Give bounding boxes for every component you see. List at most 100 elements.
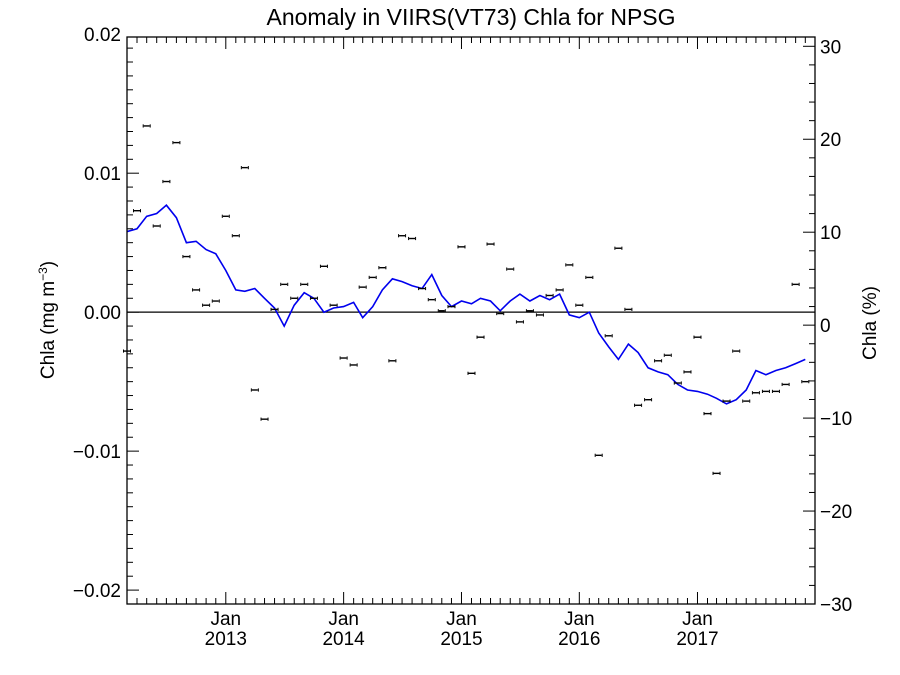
y-axis-label-left-tail: )	[38, 261, 59, 267]
data-point	[133, 209, 142, 213]
x-tick-label-year: 2017	[676, 629, 718, 650]
y-axis-label-left-superscript: −3	[36, 267, 50, 281]
plot-frame	[126, 36, 816, 605]
data-point	[742, 399, 751, 403]
data-point	[319, 264, 328, 268]
data-point	[575, 303, 584, 307]
data-point	[182, 254, 191, 259]
data-point	[162, 179, 171, 184]
data-point	[300, 282, 309, 286]
x-tick-label-month: Jan	[210, 609, 241, 630]
y-left-tick-label: 0.00	[84, 303, 121, 324]
data-point	[585, 275, 594, 280]
data-point	[604, 334, 613, 338]
data-point	[280, 282, 289, 286]
x-tick-label-year: 2016	[558, 629, 600, 650]
plot-area: 0.02 0.01 0.00 −0.01 −0.02 30 20 10 0 −10 −20 −30 Ja…	[73, 25, 852, 650]
data-point	[172, 141, 181, 145]
data-point	[388, 359, 397, 363]
data-point	[329, 303, 338, 307]
data-point	[476, 335, 485, 339]
data-point	[398, 234, 407, 238]
data-point	[437, 309, 446, 313]
data-point	[447, 305, 456, 309]
data-point	[801, 380, 810, 384]
data-point	[260, 417, 269, 421]
data-point	[624, 307, 633, 311]
data-point	[634, 403, 643, 407]
data-point	[192, 288, 201, 292]
x-tick-label-year: 2015	[440, 629, 482, 650]
y-left-tick-label: 0.02	[84, 25, 121, 46]
data-point	[457, 245, 466, 249]
y-right-tick-label: −20	[820, 502, 852, 523]
data-point	[418, 286, 427, 291]
data-point	[732, 349, 741, 353]
y-left-tick-label: −0.01	[73, 442, 121, 463]
x-tick-label-year: 2014	[322, 629, 365, 650]
data-point	[515, 320, 524, 324]
data-point	[751, 391, 760, 395]
data-point	[781, 382, 790, 387]
data-point	[565, 263, 574, 267]
data-point	[555, 288, 564, 292]
data-point	[408, 236, 417, 241]
data-point	[378, 266, 387, 270]
data-point	[525, 309, 534, 313]
data-point	[712, 471, 721, 475]
data-point	[358, 285, 367, 289]
data-point	[231, 234, 240, 238]
y-right-tick-label: 20	[820, 130, 841, 151]
y-right-tick-label: 30	[820, 37, 841, 58]
data-point	[202, 303, 211, 307]
data-point	[427, 298, 436, 302]
data-point	[270, 307, 279, 311]
data-point	[467, 371, 476, 375]
data-point	[673, 381, 682, 385]
x-tick-label-month: Jan	[328, 609, 359, 630]
data-point	[703, 412, 712, 416]
smoothed-anomaly-line	[126, 204, 806, 405]
x-tick-label-month: Jan	[682, 609, 713, 630]
y-axis-label-left-main: Chla (mg m	[38, 281, 59, 379]
data-point	[486, 242, 495, 246]
data-point	[644, 398, 653, 402]
x-tick-label-month: Jan	[564, 609, 595, 630]
data-point	[250, 388, 259, 392]
data-point	[663, 353, 672, 357]
data-point	[693, 335, 702, 339]
data-point	[535, 313, 544, 317]
y-axis-label-right: Chla (%)	[860, 286, 881, 360]
data-point	[339, 356, 348, 360]
data-point	[240, 166, 249, 170]
data-point	[614, 246, 623, 250]
data-point	[506, 267, 515, 271]
y-left-tick-label: −0.02	[73, 581, 121, 602]
data-point	[152, 224, 161, 228]
data-point	[349, 363, 358, 367]
data-point	[368, 275, 377, 280]
data-point	[771, 389, 780, 393]
data-point	[722, 399, 731, 403]
y-right-tick-label: 0	[820, 316, 831, 337]
data-point	[142, 124, 151, 128]
data-point	[496, 311, 505, 316]
data-point	[545, 293, 554, 298]
data-point	[654, 359, 663, 363]
data-point	[309, 296, 318, 300]
y-right-tick-label: 10	[820, 223, 841, 244]
data-point	[221, 214, 230, 218]
x-tick-label-month: Jan	[446, 609, 477, 630]
data-point	[211, 299, 220, 303]
data-point	[594, 453, 603, 457]
chart-title: Anomaly in VIIRS(VT73) Chla for NPSG	[266, 4, 675, 30]
data-point	[791, 282, 800, 286]
y-left-tick-label: 0.01	[84, 164, 121, 185]
data-point	[683, 370, 692, 374]
y-right-tick-label: −30	[820, 595, 852, 616]
x-tick-label-year: 2013	[205, 629, 247, 650]
y-right-tick-label: −10	[820, 409, 852, 430]
y-axis-label-left: Chla (mg m−3)	[36, 261, 59, 379]
data-point	[290, 296, 299, 300]
